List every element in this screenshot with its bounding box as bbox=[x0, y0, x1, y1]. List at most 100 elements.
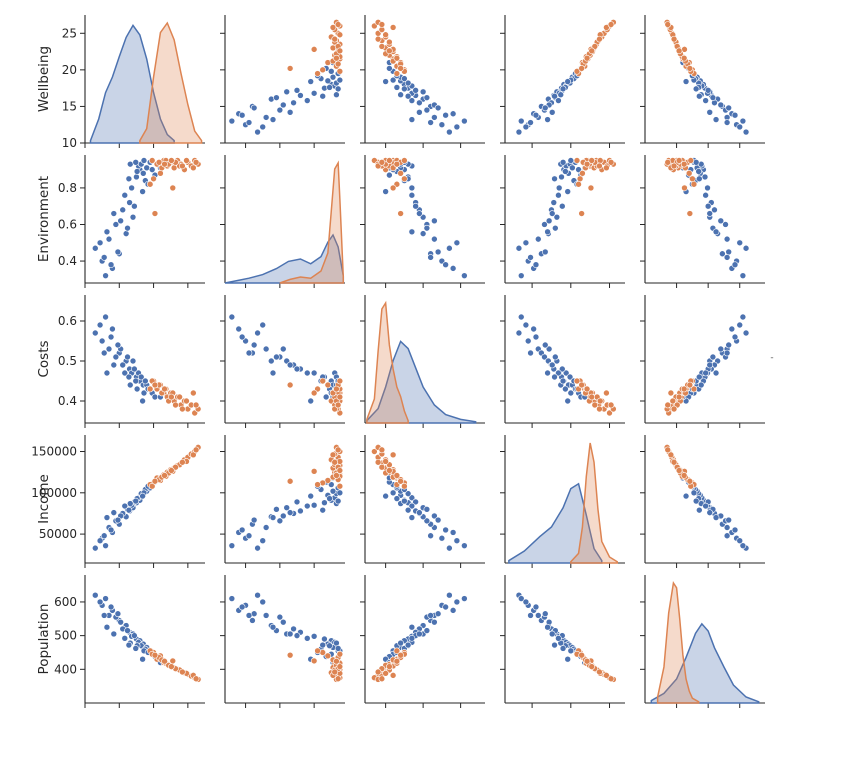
scatter-point-group-blue bbox=[545, 217, 553, 225]
scatter-point-group-orange bbox=[151, 381, 159, 389]
scatter-point-group-blue bbox=[126, 381, 134, 389]
scatter-point-group-blue bbox=[124, 224, 131, 232]
scatter-point-group-blue bbox=[319, 92, 327, 100]
scatter-point-group-blue bbox=[126, 160, 134, 168]
panel-costs-vs-environment bbox=[220, 295, 345, 428]
scatter-point-group-blue bbox=[139, 655, 146, 663]
scatter-point-group-blue bbox=[419, 88, 427, 96]
scatter-point-group-blue bbox=[245, 119, 253, 126]
scatter-point-group-orange bbox=[329, 451, 337, 459]
scatter-point-group-blue bbox=[551, 373, 558, 381]
scatter-point-group-blue bbox=[442, 603, 449, 611]
scatter-point-group-orange bbox=[583, 160, 591, 168]
scatter-point-group-orange bbox=[331, 35, 339, 43]
scatter-point-group-blue bbox=[125, 506, 133, 514]
scatter-point-group-orange bbox=[675, 157, 683, 164]
scatter-point-group-blue bbox=[276, 106, 284, 114]
panel-environment-vs-population bbox=[640, 155, 765, 288]
scatter-point-group-orange bbox=[324, 381, 332, 389]
scatter-point-group-orange bbox=[680, 160, 688, 168]
scatter-point-group-blue bbox=[731, 111, 739, 119]
scatter-point-group-blue bbox=[321, 635, 328, 643]
scatter-point-group-blue bbox=[564, 78, 572, 85]
scatter-point-group-orange bbox=[675, 393, 683, 401]
scatter-point-group-blue bbox=[555, 635, 562, 642]
scatter-point-group-blue bbox=[696, 175, 703, 183]
scatter-point-group-orange bbox=[579, 169, 586, 177]
scatter-point-group-orange bbox=[686, 381, 694, 389]
scatter-point-group-blue bbox=[739, 272, 747, 279]
scatter-point-group-blue bbox=[717, 345, 725, 353]
scatter-point-group-blue bbox=[121, 502, 129, 510]
panel-population-vs-income bbox=[500, 575, 625, 708]
scatter-point-group-blue bbox=[269, 623, 277, 631]
scatter-point-group-orange bbox=[669, 397, 677, 405]
scatter-point-group-blue bbox=[401, 497, 408, 505]
scatter-point-group-blue bbox=[262, 345, 270, 353]
scatter-point-group-blue bbox=[562, 385, 569, 393]
scatter-point-group-blue bbox=[544, 369, 551, 377]
scatter-point-group-blue bbox=[105, 345, 113, 353]
scatter-point-group-orange bbox=[324, 652, 332, 660]
scatter-point-group-orange bbox=[664, 446, 672, 454]
scatter-point-group-blue bbox=[103, 514, 111, 521]
panel-environment-vs-wellbeing: 0.4 0.6 0.8 Environment bbox=[36, 155, 205, 288]
y-tick-label: 0.8 bbox=[58, 181, 77, 195]
scatter-point-group-orange bbox=[331, 668, 339, 676]
scatter-point-group-orange bbox=[336, 650, 344, 658]
scatter-point-group-blue bbox=[404, 506, 412, 514]
scatter-point-group-blue bbox=[382, 188, 389, 195]
scatter-point-group-orange bbox=[310, 46, 318, 53]
scatter-point-group-orange bbox=[687, 157, 695, 164]
scatter-point-group-blue bbox=[269, 116, 277, 123]
scatter-point-group-orange bbox=[161, 657, 168, 665]
y-tick-label: 10 bbox=[62, 136, 77, 150]
scatter-point-group-blue bbox=[706, 509, 714, 516]
scatter-point-group-orange bbox=[393, 54, 401, 62]
scatter-point-group-blue bbox=[310, 501, 318, 509]
scatter-point-group-orange bbox=[401, 175, 408, 183]
scatter-point-group-orange bbox=[575, 180, 582, 188]
scatter-point-group-blue bbox=[461, 542, 468, 549]
scatter-point-group-blue bbox=[148, 166, 156, 173]
scatter-point-group-orange bbox=[397, 651, 404, 659]
scatter-point-group-orange bbox=[334, 401, 342, 409]
scatter-point-group-blue bbox=[431, 512, 438, 520]
scatter-point-group-blue bbox=[401, 85, 408, 93]
scatter-point-group-blue bbox=[333, 91, 340, 99]
scatter-point-group-blue bbox=[408, 502, 416, 510]
scatter-point-group-orange bbox=[686, 210, 694, 217]
scatter-point-group-blue bbox=[739, 117, 747, 125]
scatter-point-group-blue bbox=[731, 333, 739, 341]
scatter-point-group-blue bbox=[408, 116, 416, 123]
scatter-point-group-blue bbox=[139, 492, 146, 500]
scatter-point-group-blue bbox=[736, 321, 744, 329]
scatter-point-group-blue bbox=[324, 77, 332, 85]
scatter-point-group-orange bbox=[583, 657, 591, 665]
scatter-point-group-blue bbox=[228, 595, 236, 602]
scatter-point-group-blue bbox=[555, 369, 562, 377]
scatter-point-group-blue bbox=[132, 497, 140, 505]
scatter-point-group-blue bbox=[412, 498, 419, 506]
scatter-point-group-blue bbox=[117, 618, 124, 626]
scatter-point-group-orange bbox=[401, 157, 408, 164]
scatter-point-group-blue bbox=[453, 598, 461, 606]
y-tick-label: 0.4 bbox=[58, 254, 77, 268]
scatter-point-group-blue bbox=[704, 87, 712, 94]
scatter-point-group-blue bbox=[408, 97, 416, 104]
scatter-point-group-blue bbox=[550, 199, 558, 206]
scatter-point-group-blue bbox=[327, 68, 335, 75]
scatter-point-group-blue bbox=[704, 184, 711, 192]
y-axis-label-costs: Costs bbox=[36, 340, 52, 377]
scatter-point-group-blue bbox=[310, 369, 318, 377]
scatter-point-group-orange bbox=[670, 458, 678, 466]
scatter-point-group-blue bbox=[702, 191, 709, 199]
scatter-point-group-blue bbox=[307, 78, 315, 85]
scatter-point-group-orange bbox=[607, 159, 615, 166]
scatter-point-group-orange bbox=[314, 647, 321, 655]
scatter-point-group-blue bbox=[273, 506, 280, 513]
scatter-point-group-blue bbox=[423, 506, 431, 513]
scatter-point-group-orange bbox=[190, 164, 197, 172]
scatter-point-group-orange bbox=[333, 54, 340, 62]
scatter-point-group-blue bbox=[131, 365, 138, 373]
